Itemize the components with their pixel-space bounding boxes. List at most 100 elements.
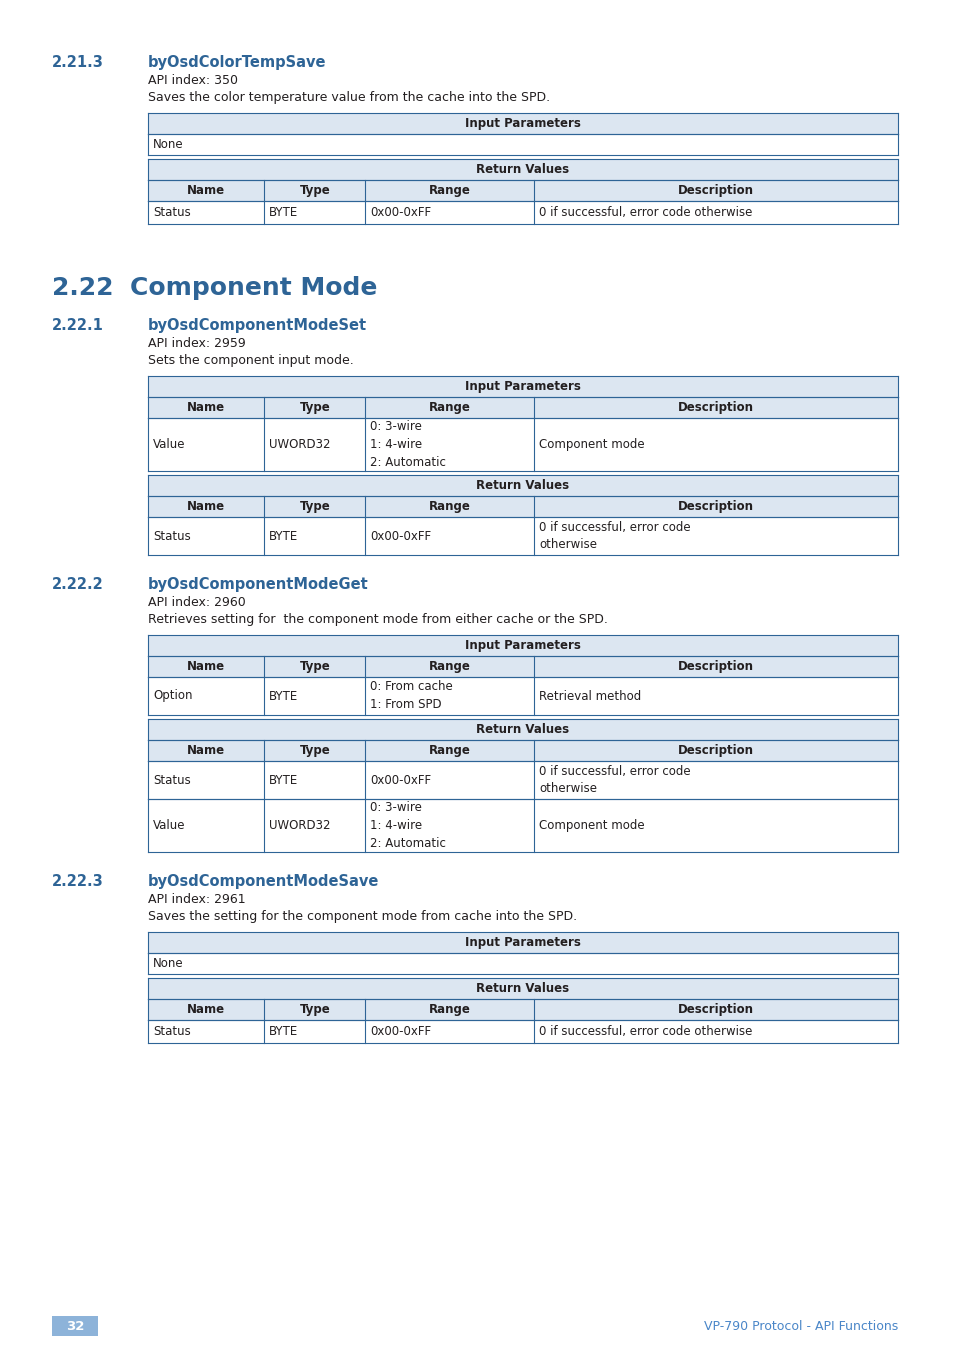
Text: BYTE: BYTE	[269, 1025, 298, 1039]
Text: Return Values: Return Values	[476, 479, 569, 492]
Text: API index: 2961: API index: 2961	[148, 894, 245, 906]
Text: Component mode: Component mode	[538, 437, 644, 451]
Bar	[148, 932, 897, 953]
Text: 0: 3-wire
1: 4-wire
2: Automatic: 0: 3-wire 1: 4-wire 2: Automatic	[370, 802, 446, 850]
Bar	[52, 1316, 98, 1336]
Text: Component mode: Component mode	[538, 819, 644, 831]
Bar	[148, 376, 897, 397]
Bar	[148, 999, 897, 1020]
Bar	[148, 677, 897, 715]
Text: Status: Status	[152, 1025, 191, 1039]
Text: None: None	[152, 957, 183, 969]
Bar	[148, 635, 897, 655]
Text: Description: Description	[678, 659, 753, 673]
Text: API index: 2960: API index: 2960	[148, 596, 246, 609]
Text: Description: Description	[678, 184, 753, 196]
Text: Name: Name	[187, 184, 225, 196]
Text: Type: Type	[299, 500, 330, 513]
Bar	[148, 978, 897, 999]
Text: Type: Type	[299, 659, 330, 673]
Bar	[148, 475, 897, 496]
Bar	[148, 953, 897, 974]
Text: 0 if successful, error code
otherwise: 0 if successful, error code otherwise	[538, 765, 690, 796]
Text: Name: Name	[187, 659, 225, 673]
Text: Input Parameters: Input Parameters	[464, 639, 580, 653]
Text: Status: Status	[152, 206, 191, 219]
Bar	[148, 180, 897, 200]
Bar	[148, 1020, 897, 1043]
Text: API index: 350: API index: 350	[148, 74, 237, 87]
Text: BYTE: BYTE	[269, 773, 298, 787]
Text: Saves the color temperature value from the cache into the SPD.: Saves the color temperature value from t…	[148, 91, 550, 104]
Text: None: None	[152, 138, 183, 152]
Text: Range: Range	[429, 184, 471, 196]
Text: Value: Value	[152, 437, 185, 451]
Text: Retrieval method: Retrieval method	[538, 689, 640, 703]
Text: byOsdComponentModeGet: byOsdComponentModeGet	[148, 577, 369, 592]
Bar	[148, 158, 897, 180]
Bar	[148, 134, 897, 154]
Text: 0 if successful, error code
otherwise: 0 if successful, error code otherwise	[538, 520, 690, 551]
Text: Input Parameters: Input Parameters	[464, 936, 580, 949]
Text: Type: Type	[299, 401, 330, 414]
Bar	[148, 112, 897, 134]
Text: BYTE: BYTE	[269, 529, 298, 543]
Text: Description: Description	[678, 743, 753, 757]
Text: 0 if successful, error code otherwise: 0 if successful, error code otherwise	[538, 1025, 752, 1039]
Text: BYTE: BYTE	[269, 689, 298, 703]
Text: Type: Type	[299, 184, 330, 196]
Text: 2.22.3: 2.22.3	[52, 873, 104, 890]
Text: Input Parameters: Input Parameters	[464, 116, 580, 130]
Bar	[148, 418, 897, 471]
Text: Description: Description	[678, 500, 753, 513]
Text: Range: Range	[429, 1003, 471, 1016]
Bar	[148, 517, 897, 555]
Text: Range: Range	[429, 659, 471, 673]
Text: 0x00-0xFF: 0x00-0xFF	[370, 773, 431, 787]
Text: Return Values: Return Values	[476, 982, 569, 995]
Text: VP-790 Protocol - API Functions: VP-790 Protocol - API Functions	[703, 1320, 897, 1332]
Text: Saves the setting for the component mode from cache into the SPD.: Saves the setting for the component mode…	[148, 910, 577, 923]
Text: Description: Description	[678, 1003, 753, 1016]
Text: Status: Status	[152, 529, 191, 543]
Text: 32: 32	[66, 1320, 84, 1332]
Text: Input Parameters: Input Parameters	[464, 380, 580, 393]
Text: API index: 2959: API index: 2959	[148, 337, 246, 349]
Text: BYTE: BYTE	[269, 206, 298, 219]
Text: Return Values: Return Values	[476, 723, 569, 737]
Text: 0x00-0xFF: 0x00-0xFF	[370, 529, 431, 543]
Text: 0 if successful, error code otherwise: 0 if successful, error code otherwise	[538, 206, 752, 219]
Text: Status: Status	[152, 773, 191, 787]
Text: byOsdColorTempSave: byOsdColorTempSave	[148, 56, 326, 70]
Text: Name: Name	[187, 743, 225, 757]
Bar	[148, 496, 897, 517]
Text: 0x00-0xFF: 0x00-0xFF	[370, 1025, 431, 1039]
Text: Range: Range	[429, 743, 471, 757]
Bar	[148, 200, 897, 223]
Text: Component Mode: Component Mode	[130, 276, 377, 301]
Text: 0: From cache
1: From SPD: 0: From cache 1: From SPD	[370, 681, 453, 711]
Text: Range: Range	[429, 401, 471, 414]
Text: 2.22.2: 2.22.2	[52, 577, 104, 592]
Text: byOsdComponentModeSave: byOsdComponentModeSave	[148, 873, 379, 890]
Text: Description: Description	[678, 401, 753, 414]
Text: 2.22.1: 2.22.1	[52, 318, 104, 333]
Bar	[148, 761, 897, 799]
Bar	[148, 741, 897, 761]
Text: byOsdComponentModeSet: byOsdComponentModeSet	[148, 318, 367, 333]
Text: UWORD32: UWORD32	[269, 819, 331, 831]
Text: Name: Name	[187, 500, 225, 513]
Text: Return Values: Return Values	[476, 162, 569, 176]
Text: Sets the component input mode.: Sets the component input mode.	[148, 353, 354, 367]
Text: 2.22: 2.22	[52, 276, 113, 301]
Text: Type: Type	[299, 1003, 330, 1016]
Text: 0: 3-wire
1: 4-wire
2: Automatic: 0: 3-wire 1: 4-wire 2: Automatic	[370, 420, 446, 468]
Text: Type: Type	[299, 743, 330, 757]
Text: UWORD32: UWORD32	[269, 437, 331, 451]
Text: Retrieves setting for  the component mode from either cache or the SPD.: Retrieves setting for the component mode…	[148, 613, 607, 626]
Bar	[148, 655, 897, 677]
Text: Value: Value	[152, 819, 185, 831]
Text: Option: Option	[152, 689, 193, 703]
Text: Name: Name	[187, 401, 225, 414]
Text: 2.21.3: 2.21.3	[52, 56, 104, 70]
